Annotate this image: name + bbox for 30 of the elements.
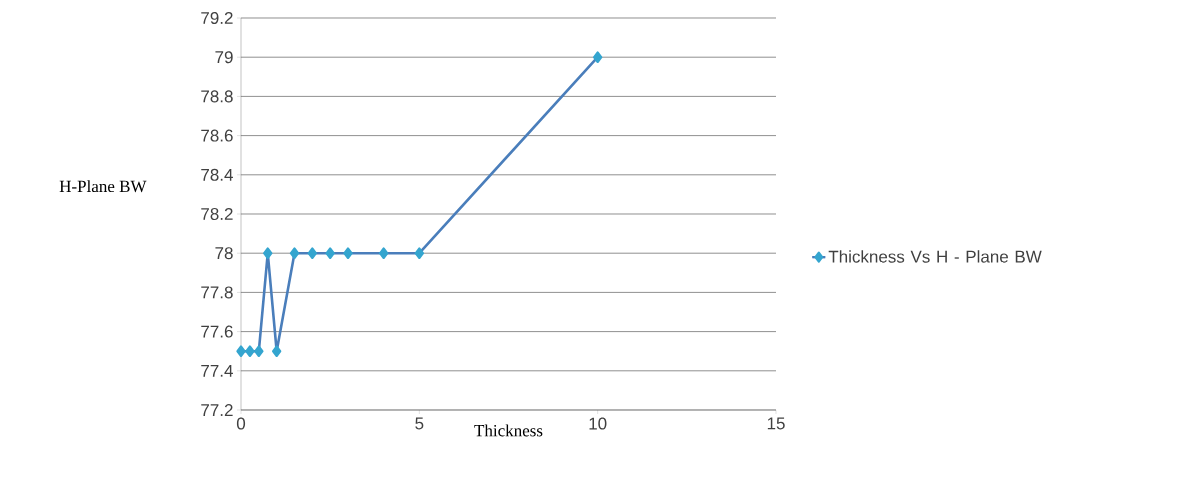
x-tick-label: 0 [236, 417, 246, 430]
legend-label: Thickness Vs H - Plane BW [828, 250, 1042, 263]
y-tick-label: 77.4 [201, 364, 233, 377]
y-tick-label: 77.2 [201, 404, 233, 416]
y-tick-label: 78.2 [201, 207, 233, 221]
x-tick-label: 10 [589, 417, 607, 430]
y-tick-label: 78 [215, 247, 233, 260]
point [378, 247, 389, 259]
x-tick-label: 5 [415, 417, 424, 430]
point [593, 51, 603, 63]
point [343, 247, 353, 259]
y-tick-label: 77.8 [201, 286, 233, 299]
point [245, 345, 255, 357]
y-tick-label: 77.6 [201, 325, 233, 338]
y-axis-title: H-Plane BW [59, 180, 147, 193]
point [254, 345, 264, 357]
point [414, 247, 425, 259]
y-tick-label: 79 [215, 51, 233, 64]
y-tick-label: 78.4 [201, 168, 233, 181]
x-tick-label: 15 [767, 417, 785, 430]
point [263, 247, 273, 259]
x-axis-title: Thickness [474, 424, 543, 437]
point [325, 247, 335, 259]
point [307, 247, 318, 259]
y-tick-label: 78.8 [201, 90, 233, 103]
y-tick-label: 78.6 [201, 129, 233, 142]
y-tick-label: 79.2 [201, 11, 233, 25]
point [289, 247, 300, 259]
point [271, 345, 282, 357]
point [236, 345, 246, 357]
